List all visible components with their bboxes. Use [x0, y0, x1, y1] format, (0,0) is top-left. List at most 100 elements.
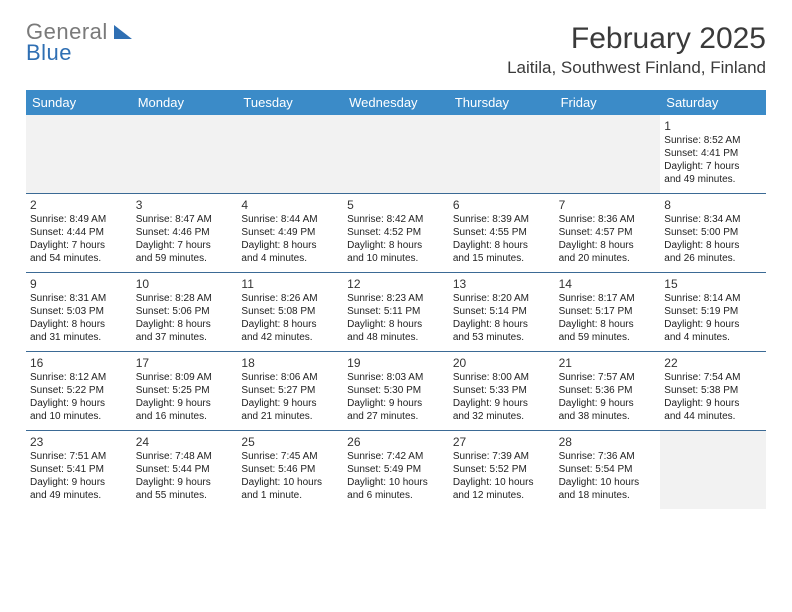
calendar-day: 13Sunrise: 8:20 AMSunset: 5:14 PMDayligh… — [449, 273, 555, 351]
day-of-week-cell: Tuesday — [237, 90, 343, 115]
day-detail: Daylight: 9 hours — [347, 398, 445, 411]
day-detail: and 10 minutes. — [347, 253, 445, 266]
day-detail: Sunset: 4:52 PM — [347, 227, 445, 240]
calendar-day: 14Sunrise: 8:17 AMSunset: 5:17 PMDayligh… — [555, 273, 661, 351]
day-detail: and 31 minutes. — [30, 332, 128, 345]
day-detail: Sunrise: 8:52 AM — [664, 135, 762, 148]
day-number: 22 — [664, 356, 762, 371]
day-detail: Sunset: 4:55 PM — [453, 227, 551, 240]
calendar-day: 5Sunrise: 8:42 AMSunset: 4:52 PMDaylight… — [343, 194, 449, 272]
day-detail: and 38 minutes. — [559, 411, 657, 424]
day-detail: Sunset: 4:57 PM — [559, 227, 657, 240]
logo-triangle-icon — [114, 25, 132, 39]
day-detail: Daylight: 9 hours — [559, 398, 657, 411]
day-detail: Sunset: 5:19 PM — [664, 306, 762, 319]
day-detail: and 21 minutes. — [241, 411, 339, 424]
day-detail: and 1 minute. — [241, 490, 339, 503]
day-of-week-cell: Sunday — [26, 90, 132, 115]
day-of-week-cell: Wednesday — [343, 90, 449, 115]
calendar-day: 17Sunrise: 8:09 AMSunset: 5:25 PMDayligh… — [132, 352, 238, 430]
header: General Blue February 2025 Laitila, Sout… — [26, 22, 766, 78]
day-detail: Sunset: 5:17 PM — [559, 306, 657, 319]
day-detail: Sunrise: 8:12 AM — [30, 372, 128, 385]
calendar-day: 22Sunrise: 7:54 AMSunset: 5:38 PMDayligh… — [660, 352, 766, 430]
day-detail: Sunset: 5:03 PM — [30, 306, 128, 319]
day-detail: Sunrise: 8:42 AM — [347, 214, 445, 227]
day-detail: Sunset: 4:46 PM — [136, 227, 234, 240]
day-detail: Sunrise: 8:09 AM — [136, 372, 234, 385]
day-detail: Sunrise: 8:23 AM — [347, 293, 445, 306]
day-detail: Sunset: 5:36 PM — [559, 385, 657, 398]
day-of-week-cell: Monday — [132, 90, 238, 115]
day-number: 4 — [241, 198, 339, 213]
day-detail: Sunset: 4:41 PM — [664, 148, 762, 161]
day-detail: Sunrise: 8:00 AM — [453, 372, 551, 385]
day-detail: and 20 minutes. — [559, 253, 657, 266]
calendar-day-blank — [26, 115, 132, 193]
day-of-week-cell: Saturday — [660, 90, 766, 115]
day-number: 24 — [136, 435, 234, 450]
day-detail: Daylight: 9 hours — [453, 398, 551, 411]
calendar-day: 27Sunrise: 7:39 AMSunset: 5:52 PMDayligh… — [449, 431, 555, 509]
day-number: 27 — [453, 435, 551, 450]
day-detail: Sunset: 5:44 PM — [136, 464, 234, 477]
day-detail: Sunset: 5:46 PM — [241, 464, 339, 477]
day-detail: Daylight: 9 hours — [664, 398, 762, 411]
calendar-day: 3Sunrise: 8:47 AMSunset: 4:46 PMDaylight… — [132, 194, 238, 272]
day-detail: Daylight: 8 hours — [241, 240, 339, 253]
day-detail: Sunrise: 7:36 AM — [559, 451, 657, 464]
day-detail: Sunrise: 8:34 AM — [664, 214, 762, 227]
month-title: February 2025 — [507, 22, 766, 56]
calendar-day: 1Sunrise: 8:52 AMSunset: 4:41 PMDaylight… — [660, 115, 766, 193]
calendar-day: 18Sunrise: 8:06 AMSunset: 5:27 PMDayligh… — [237, 352, 343, 430]
day-detail: and 18 minutes. — [559, 490, 657, 503]
day-detail: Daylight: 9 hours — [136, 398, 234, 411]
day-detail: Daylight: 8 hours — [453, 240, 551, 253]
calendar-day: 19Sunrise: 8:03 AMSunset: 5:30 PMDayligh… — [343, 352, 449, 430]
calendar-day: 15Sunrise: 8:14 AMSunset: 5:19 PMDayligh… — [660, 273, 766, 351]
day-detail: Sunset: 4:49 PM — [241, 227, 339, 240]
day-detail: Sunset: 5:14 PM — [453, 306, 551, 319]
day-of-week-cell: Thursday — [449, 90, 555, 115]
calendar-day: 6Sunrise: 8:39 AMSunset: 4:55 PMDaylight… — [449, 194, 555, 272]
day-number: 20 — [453, 356, 551, 371]
day-detail: Daylight: 7 hours — [136, 240, 234, 253]
day-number: 25 — [241, 435, 339, 450]
calendar-day: 9Sunrise: 8:31 AMSunset: 5:03 PMDaylight… — [26, 273, 132, 351]
day-number: 14 — [559, 277, 657, 292]
day-detail: Daylight: 9 hours — [241, 398, 339, 411]
day-detail: Daylight: 9 hours — [664, 319, 762, 332]
day-detail: Sunrise: 8:36 AM — [559, 214, 657, 227]
day-detail: Sunset: 5:11 PM — [347, 306, 445, 319]
day-number: 7 — [559, 198, 657, 213]
calendar-day: 26Sunrise: 7:42 AMSunset: 5:49 PMDayligh… — [343, 431, 449, 509]
day-number: 18 — [241, 356, 339, 371]
day-detail: and 59 minutes. — [136, 253, 234, 266]
calendar-week: 16Sunrise: 8:12 AMSunset: 5:22 PMDayligh… — [26, 351, 766, 430]
day-detail: and 53 minutes. — [453, 332, 551, 345]
day-number: 17 — [136, 356, 234, 371]
calendar-day: 20Sunrise: 8:00 AMSunset: 5:33 PMDayligh… — [449, 352, 555, 430]
day-detail: Daylight: 7 hours — [30, 240, 128, 253]
day-detail: and 16 minutes. — [136, 411, 234, 424]
day-detail: Sunrise: 8:14 AM — [664, 293, 762, 306]
calendar-day: 28Sunrise: 7:36 AMSunset: 5:54 PMDayligh… — [555, 431, 661, 509]
calendar-day: 25Sunrise: 7:45 AMSunset: 5:46 PMDayligh… — [237, 431, 343, 509]
day-detail: Sunrise: 8:47 AM — [136, 214, 234, 227]
day-number: 3 — [136, 198, 234, 213]
day-detail: Sunset: 5:49 PM — [347, 464, 445, 477]
day-number: 16 — [30, 356, 128, 371]
calendar-week: 23Sunrise: 7:51 AMSunset: 5:41 PMDayligh… — [26, 430, 766, 509]
day-number: 23 — [30, 435, 128, 450]
calendar-day: 8Sunrise: 8:34 AMSunset: 5:00 PMDaylight… — [660, 194, 766, 272]
day-detail: and 10 minutes. — [30, 411, 128, 424]
calendar-day: 21Sunrise: 7:57 AMSunset: 5:36 PMDayligh… — [555, 352, 661, 430]
calendar-week: 2Sunrise: 8:49 AMSunset: 4:44 PMDaylight… — [26, 193, 766, 272]
day-detail: and 26 minutes. — [664, 253, 762, 266]
day-detail: Sunrise: 7:45 AM — [241, 451, 339, 464]
day-number: 2 — [30, 198, 128, 213]
day-detail: Sunset: 5:27 PM — [241, 385, 339, 398]
calendar-day-blank — [660, 431, 766, 509]
day-detail: Sunrise: 8:31 AM — [30, 293, 128, 306]
calendar-day: 24Sunrise: 7:48 AMSunset: 5:44 PMDayligh… — [132, 431, 238, 509]
